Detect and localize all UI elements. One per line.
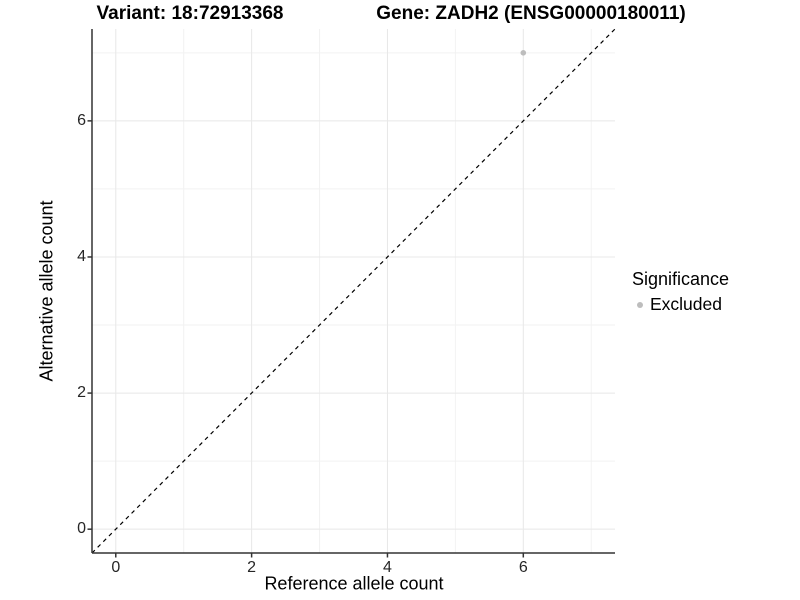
legend: Significance Excluded <box>632 269 729 315</box>
data-points <box>520 50 527 56</box>
y-tick-label: 2 <box>77 384 86 402</box>
x-tick-label: 6 <box>518 559 528 576</box>
grid-major <box>92 29 615 553</box>
grid-minor <box>92 29 615 553</box>
y-tick-label: 6 <box>77 111 86 129</box>
legend-title: Significance <box>632 269 730 289</box>
identity-line <box>91 28 616 554</box>
plot-title-gene: Gene: ZADH2 (ENSG00000180011) <box>376 3 686 24</box>
y-axis-title: Alternative allele count <box>36 200 57 382</box>
legend-entry-label: Excluded <box>650 294 722 314</box>
x-axis-title: Reference allele count <box>264 573 444 594</box>
y-tick-label: 4 <box>77 247 86 265</box>
plot-title-variant: Variant: 18:72913368 <box>96 3 284 24</box>
legend-marker-circle-icon <box>637 301 643 308</box>
y-tick-label: 0 <box>77 520 86 538</box>
data-point-excluded <box>520 50 527 56</box>
legend-entry-excluded: Excluded <box>632 294 729 315</box>
x-tick-label: 2 <box>247 559 257 576</box>
x-tick-label: 0 <box>111 559 121 576</box>
x-tick-label: 4 <box>383 559 392 576</box>
axis-ticks <box>87 120 525 558</box>
axis-lines <box>91 29 615 554</box>
